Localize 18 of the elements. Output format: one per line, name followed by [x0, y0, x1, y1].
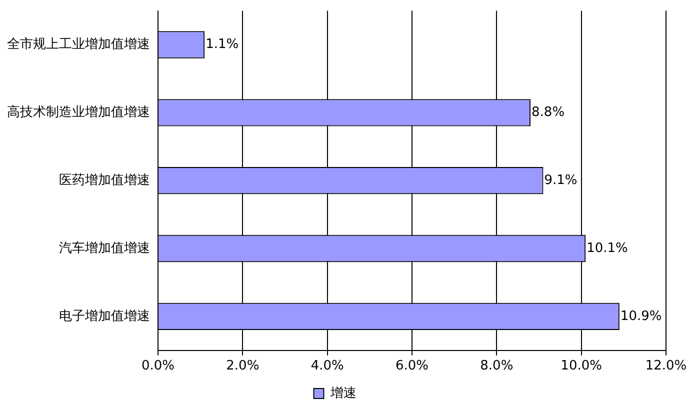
legend-label: 增速 [329, 386, 356, 401]
x-tick-label: 6.0% [395, 358, 429, 374]
data-label: 9.1% [544, 172, 578, 188]
y-tick-label: 全市规上工业增加值增速 [7, 37, 150, 52]
data-label: 8.8% [532, 105, 565, 120]
data-label: 10.9% [620, 308, 662, 324]
x-tick-label: 12.0% [645, 358, 687, 374]
y-tick-label: 医药增加值增速 [59, 172, 150, 188]
data-label: 10.1% [586, 240, 628, 256]
y-tick-label: 电子增加值增速 [59, 308, 150, 324]
x-tick-label: 10.0% [560, 358, 602, 374]
x-tick-label: 8.0% [480, 358, 514, 374]
x-tick-label: 2.0% [226, 358, 260, 374]
data-label: 1.1% [206, 37, 239, 52]
y-tick-label: 高技术制造业增加值增速 [7, 104, 150, 120]
x-tick-label: 0.0% [141, 358, 175, 374]
x-tick-label: 4.0% [310, 358, 344, 374]
y-tick-label: 汽车增加值增速 [59, 240, 150, 256]
